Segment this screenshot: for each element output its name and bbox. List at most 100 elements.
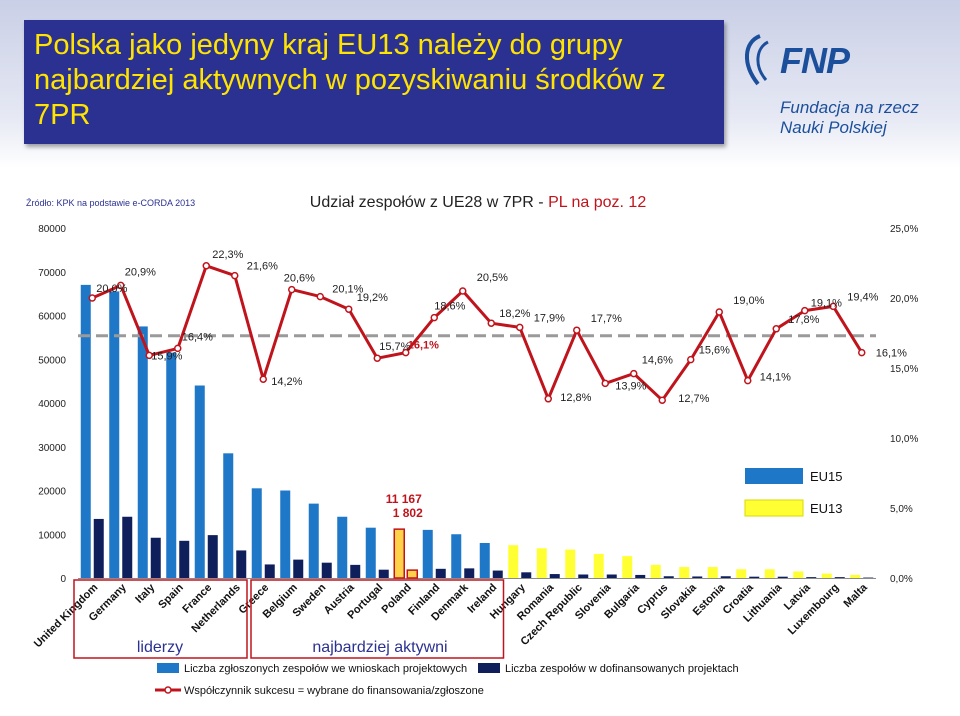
left-axis-tick-label: 40000 xyxy=(38,399,66,410)
success-rate-point xyxy=(202,262,210,270)
funded-bar xyxy=(350,564,361,578)
success-rate-label: 17,9% xyxy=(534,312,565,324)
submitted-bar xyxy=(536,548,547,578)
success-rate-point xyxy=(487,319,495,327)
success-rate-point xyxy=(715,308,723,316)
right-axis-tick-label: 20,0% xyxy=(890,294,918,305)
funded-bar xyxy=(606,574,617,578)
funded-bar xyxy=(749,576,760,578)
success-rate-label: 20,6% xyxy=(284,273,315,285)
funded-bar xyxy=(378,569,389,578)
funded-bar xyxy=(236,550,247,578)
submitted-bar xyxy=(821,573,832,578)
title-box: Polska jako jedyny kraj EU13 należy do g… xyxy=(24,20,724,144)
submitted-bar xyxy=(850,574,861,578)
success-rate-point xyxy=(174,344,182,353)
success-rate-label: 15,6% xyxy=(699,345,730,357)
success-rate-label: 20,9% xyxy=(125,266,156,278)
chart-title-highlight: PL na poz. 12 xyxy=(548,194,646,211)
success-rate-point xyxy=(744,376,752,385)
success-rate-label: 13,9% xyxy=(615,380,646,392)
left-axis-tick-label: 0 xyxy=(60,574,66,585)
submitted-bar xyxy=(194,385,205,578)
left-axis-tick-label: 20000 xyxy=(38,487,66,498)
success-rate-label: 12,7% xyxy=(678,393,709,405)
right-axis-tick-label: 0,0% xyxy=(890,574,913,585)
success-rate-point xyxy=(402,348,410,357)
submitted-bar xyxy=(280,490,291,578)
success-rate-label: 18,2% xyxy=(499,308,530,320)
legend-label-success-rate: Współczynnik sukcesu = wybrane do finans… xyxy=(184,685,484,697)
poland-submitted-value: 11 167 xyxy=(386,492,422,506)
category-label: Luxembourg xyxy=(786,582,842,638)
funded-bar xyxy=(150,537,161,578)
submitted-bar xyxy=(337,516,348,578)
submitted-bar xyxy=(308,503,319,578)
source-note: Źródło: KPK na podstawie e-CORDA 2013 xyxy=(26,198,196,208)
axes: 0 10000 20000 30000 40000 50000 60000 70000 8000… xyxy=(38,224,918,585)
funded-bar xyxy=(806,577,817,578)
left-axis-tick-label: 60000 xyxy=(38,312,66,323)
submitted-bar xyxy=(109,291,120,578)
funded-bar xyxy=(777,576,788,578)
submitted-bar xyxy=(365,527,376,578)
active-group-label: najbardziej aktywni xyxy=(312,639,447,656)
logo-full-name: Fundacja na rzecz Nauki Polskiej xyxy=(780,98,919,137)
funded-bar xyxy=(406,569,418,579)
success-rate-label: 14,6% xyxy=(642,355,673,367)
success-rate-point xyxy=(516,323,524,332)
funded-bar xyxy=(492,570,503,578)
fnp-logo-mark xyxy=(744,34,769,86)
success-rate-label: 15,9% xyxy=(151,350,182,362)
bar-series xyxy=(80,284,874,579)
success-rate-label: 20,1% xyxy=(332,284,363,296)
submitted-bar xyxy=(508,545,519,578)
success-rate-point xyxy=(373,354,381,362)
success-rate-label: 19,0% xyxy=(733,295,764,307)
poland-funded-value: 1 802 xyxy=(393,506,423,520)
legend-swatch-funded xyxy=(478,663,500,673)
success-rate-point xyxy=(231,271,239,280)
legend-label-submitted: Liczba zgłoszonych zespołów we wnioskach… xyxy=(184,663,467,675)
success-rate-label: 19,1% xyxy=(811,298,842,310)
left-axis-tick-label: 30000 xyxy=(38,443,66,454)
success-rate-point xyxy=(288,285,296,294)
submitted-bar xyxy=(223,453,234,578)
slide-title: Polska jako jedyny kraj EU13 należy do g… xyxy=(34,29,666,131)
eu15-legend-label: EU15 xyxy=(810,469,843,484)
success-rate-point xyxy=(259,375,267,383)
success-rate-point xyxy=(687,355,695,364)
success-rate-point xyxy=(601,379,609,388)
submitted-bar xyxy=(707,567,718,578)
funded-bar xyxy=(635,574,646,578)
funded-bar xyxy=(321,562,332,578)
category-label: Italy xyxy=(133,581,158,606)
success-rate-point xyxy=(573,326,581,334)
fnp-logo: FNP Fundacja na rzecz Nauki Polskiej xyxy=(740,26,950,146)
right-axis-tick-label: 25,0% xyxy=(890,224,918,235)
submitted-bar xyxy=(736,569,747,578)
submitted-bar xyxy=(479,543,490,578)
legend: Liczba zgłoszonych zespołów we wnioskach… xyxy=(155,663,739,697)
success-rate-point xyxy=(772,325,780,333)
right-axis-tick-label: 15,0% xyxy=(890,364,918,375)
submitted-bar xyxy=(565,549,576,578)
chart-title: Udział zespołów z UE28 w 7PR - PL na poz… xyxy=(310,194,647,211)
funded-bar xyxy=(549,574,560,578)
left-axis-tick-label: 50000 xyxy=(38,355,66,366)
funded-bar xyxy=(834,577,845,578)
success-rate-point xyxy=(858,348,866,357)
funded-bar xyxy=(93,518,104,578)
funded-bar xyxy=(578,574,589,578)
success-rate-point xyxy=(145,351,153,360)
funded-bar xyxy=(293,559,304,578)
right-axis-tick-label: 10,0% xyxy=(890,434,918,445)
success-rate-point xyxy=(544,395,552,403)
submitted-bar xyxy=(764,569,775,578)
logo-abbreviation: FNP xyxy=(780,40,850,81)
eu13-legend-swatch xyxy=(744,499,804,517)
submitted-bar xyxy=(80,284,91,578)
eu13-legend-label: EU13 xyxy=(810,501,843,516)
leaders-group-box xyxy=(73,579,248,659)
